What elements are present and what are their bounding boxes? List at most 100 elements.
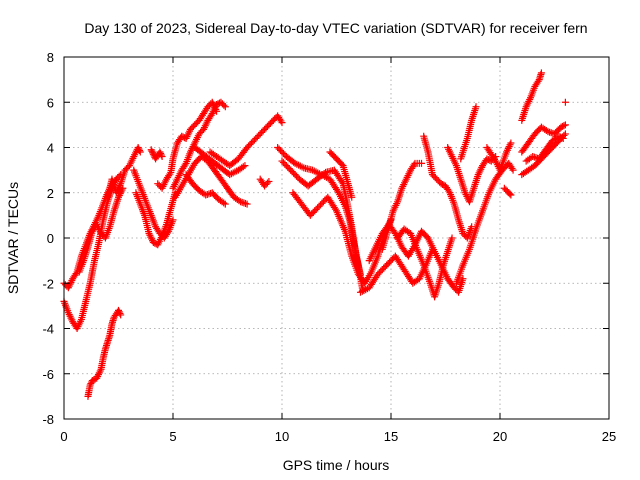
y-tick-label: 8 <box>47 50 54 65</box>
data-point <box>537 69 545 77</box>
series-trace-6 <box>130 166 177 242</box>
data-point <box>116 309 124 317</box>
data-point <box>448 234 456 242</box>
series-trace-22 <box>378 159 426 253</box>
data-point <box>348 193 356 201</box>
data-point <box>507 139 515 147</box>
data-point <box>265 177 273 185</box>
data-point <box>331 205 339 213</box>
series-trace-2 <box>60 175 120 332</box>
data-point <box>86 381 94 389</box>
data-point <box>147 146 155 154</box>
data-point <box>239 163 247 171</box>
data-point <box>241 162 249 170</box>
data-point <box>221 103 229 111</box>
series-trace-21 <box>365 220 467 296</box>
data-point <box>334 187 342 195</box>
data-point <box>157 150 165 158</box>
y-tick-label: 2 <box>47 186 54 201</box>
data-points-layer <box>60 69 569 400</box>
data-point <box>561 98 569 106</box>
y-tick-label: -2 <box>42 276 54 291</box>
x-tick-label: 25 <box>602 429 616 444</box>
data-point <box>115 308 123 316</box>
data-point <box>558 134 566 142</box>
y-tick-label: -8 <box>42 412 54 427</box>
x-tick-label: 10 <box>275 429 289 444</box>
series-trace-30 <box>518 69 545 124</box>
series-trace-19 <box>326 148 356 201</box>
series-trace-32 <box>518 121 569 156</box>
data-point <box>207 111 215 119</box>
data-point <box>243 200 251 208</box>
data-point <box>472 103 480 111</box>
data-point <box>72 270 80 278</box>
data-point <box>491 155 499 163</box>
data-point <box>561 121 569 129</box>
series-trace-18 <box>289 189 395 287</box>
data-point <box>135 145 143 153</box>
y-tick-label: 4 <box>47 141 54 156</box>
chart-title: Day 130 of 2023, Sidereal Day-to-day VTE… <box>84 20 587 36</box>
data-point <box>559 134 567 142</box>
series-trace-24 <box>420 132 476 242</box>
y-tick-label: 0 <box>47 231 54 246</box>
series-trace-10 <box>169 98 229 192</box>
data-point <box>263 179 271 187</box>
series-trace-7 <box>132 189 179 249</box>
x-tick-label: 15 <box>384 429 398 444</box>
data-point <box>134 144 142 151</box>
series-trace-25 <box>444 144 500 206</box>
data-point <box>235 197 243 205</box>
series-trace-13 <box>191 144 249 179</box>
series-trace-33 <box>522 132 567 165</box>
series-trace-15 <box>256 175 273 190</box>
data-point <box>508 164 516 172</box>
data-point <box>534 77 542 85</box>
x-tick-label: 20 <box>493 429 507 444</box>
data-point <box>157 151 165 159</box>
data-point <box>220 199 228 207</box>
data-point <box>158 153 166 161</box>
data-point <box>506 190 514 198</box>
data-point <box>181 161 189 169</box>
data-point <box>136 147 144 155</box>
data-point <box>418 159 426 167</box>
data-point <box>115 306 122 314</box>
data-point <box>410 161 418 169</box>
series-trace-28 <box>483 139 515 174</box>
series-trace-8 <box>147 146 166 163</box>
series-trace-4 <box>84 306 125 400</box>
series-trace-29 <box>500 184 515 199</box>
data-point <box>220 101 228 109</box>
data-point <box>445 187 453 195</box>
x-tick-label: 0 <box>60 429 67 444</box>
data-point <box>278 119 286 127</box>
series-trace-34 <box>561 98 569 106</box>
y-tick-label: -4 <box>42 322 54 337</box>
data-point <box>509 166 517 174</box>
data-point <box>320 170 328 178</box>
series-trace-20 <box>356 245 436 296</box>
data-point <box>561 130 569 138</box>
series-trace-23 <box>394 225 456 301</box>
y-tick-label: -6 <box>42 367 54 382</box>
axes-layer: 0 5 10 15 20 25 -8 -6 -4 -2 0 2 4 6 8 <box>42 50 616 444</box>
data-point <box>560 122 568 130</box>
x-tick-label: 5 <box>169 429 176 444</box>
data-point <box>166 170 174 178</box>
data-point <box>149 149 157 157</box>
series-trace-12 <box>182 171 229 208</box>
series-trace-3 <box>75 184 127 276</box>
data-point <box>136 148 144 156</box>
data-point <box>156 148 164 156</box>
data-point <box>117 311 125 319</box>
series-trace-5 <box>104 144 144 201</box>
data-point <box>148 147 156 155</box>
data-point <box>507 191 515 199</box>
x-axis-label: GPS time / hours <box>283 457 390 473</box>
data-point <box>277 117 285 125</box>
data-point <box>542 127 550 135</box>
series-trace-26 <box>457 103 480 163</box>
